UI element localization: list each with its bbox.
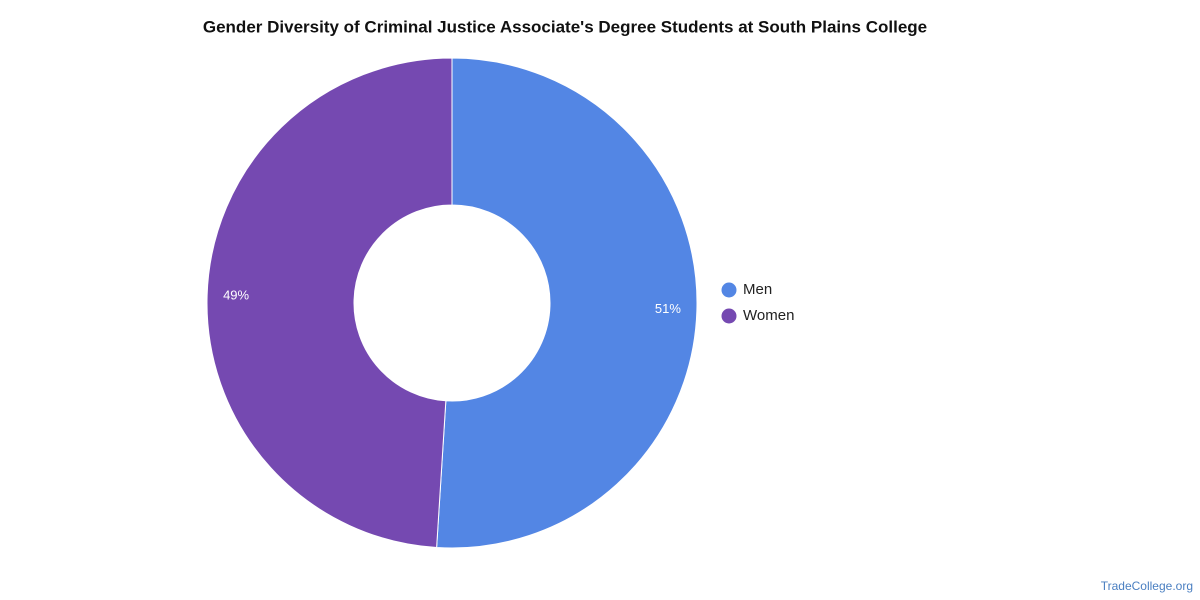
value-label: 49% (223, 288, 249, 303)
source[interactable]: TradeCollege.org (1101, 579, 1193, 593)
value-label: 51% (655, 301, 681, 316)
legend-marker (721, 282, 737, 298)
slice (206, 57, 453, 549)
slice (436, 57, 698, 549)
legend-label: Women (743, 307, 794, 324)
chart-title: Gender Diversity of Criminal Justice Ass… (203, 17, 927, 36)
legend-marker (721, 308, 737, 324)
legend-label: Men (743, 281, 772, 298)
